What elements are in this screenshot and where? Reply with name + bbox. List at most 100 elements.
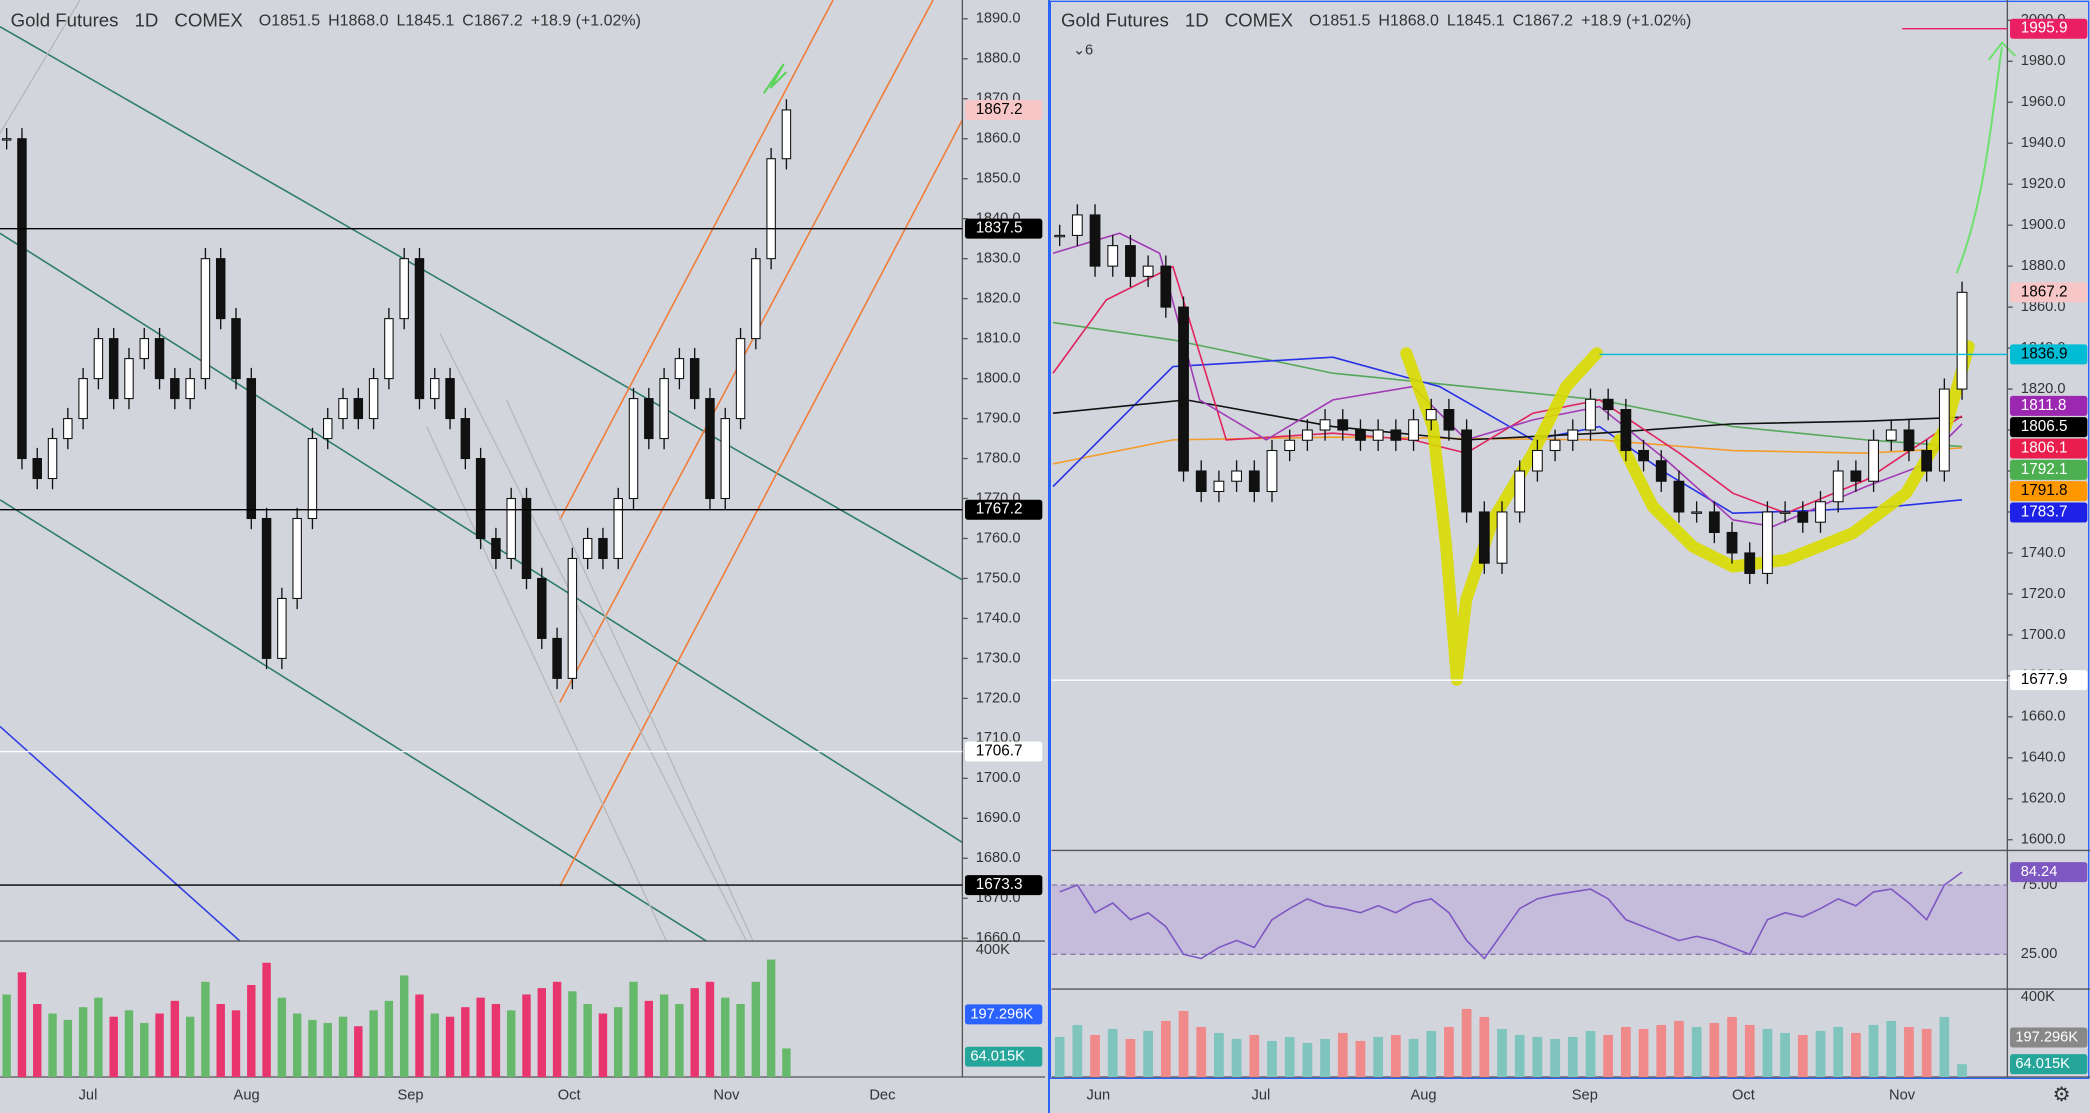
- volume-tag: [2010, 1054, 2088, 1075]
- volume-bar: [1143, 1030, 1153, 1078]
- volume-bar: [2, 994, 11, 1078]
- candle-body: [1408, 419, 1419, 441]
- candle-body: [1284, 439, 1296, 452]
- volume-bar: [552, 981, 562, 1078]
- price-tag-label: 1673.3: [976, 876, 1023, 893]
- candle-body: [414, 258, 425, 400]
- candle-body: [1585, 398, 1596, 431]
- volume-bar: [1797, 1034, 1808, 1078]
- price-tag-label: 1806.1: [2021, 440, 2068, 457]
- volume-bar: [78, 1007, 88, 1078]
- volume-bar: [1497, 1028, 1507, 1078]
- y-tick-label: 1940.0: [2021, 135, 2066, 151]
- candle-body: [445, 378, 455, 420]
- volume-bar: [690, 988, 699, 1078]
- price-tag-label: 1792.1: [2021, 461, 2068, 478]
- candle-body: [1, 138, 12, 141]
- candle-body: [506, 497, 516, 560]
- candle-body: [1142, 265, 1154, 277]
- candle-body: [1567, 429, 1579, 441]
- volume-bar: [1320, 1038, 1330, 1078]
- volume-bar: [1125, 1038, 1136, 1078]
- candle-body: [1266, 449, 1278, 493]
- candle-body: [246, 378, 257, 520]
- y-tick-label: 1960.0: [2021, 94, 2066, 110]
- header-open: O1851.5: [259, 13, 320, 30]
- candle-body: [1620, 409, 1632, 452]
- candle-body: [1779, 511, 1791, 514]
- y-tick-label: 1740.0: [976, 610, 1021, 626]
- candle-body: [705, 398, 715, 500]
- candle-body: [1301, 429, 1313, 441]
- x-tick-label: Aug: [1411, 1088, 1437, 1104]
- header-close: C1867.2: [462, 13, 523, 30]
- price-tag: [965, 99, 1043, 120]
- candle-body: [1390, 429, 1402, 441]
- candle-body: [613, 497, 623, 560]
- header-low: L1845.1: [1447, 13, 1505, 30]
- volume-bar: [1355, 1040, 1366, 1078]
- volume-bar: [1620, 1026, 1631, 1078]
- volume-bar: [644, 1000, 654, 1078]
- volume-bar: [1054, 1036, 1065, 1078]
- volume-bar: [1550, 1038, 1560, 1078]
- header-exchange: COMEX: [174, 9, 243, 30]
- candle-body: [124, 358, 134, 400]
- x-tick-label: Nov: [1889, 1088, 1916, 1104]
- candle-body: [1514, 470, 1526, 513]
- candle-body: [1319, 419, 1331, 431]
- y-tick-label: 1700.0: [2021, 627, 2066, 643]
- candle-body: [567, 557, 578, 679]
- y-tick-label: 1780.0: [976, 450, 1021, 466]
- volume-tag-label: 197.296K: [2015, 1029, 2078, 1045]
- price-tag: [2010, 18, 2088, 39]
- volume-bar: [1426, 1030, 1437, 1078]
- x-tick-label: Sep: [1572, 1088, 1598, 1104]
- y-tick-label: 1640.0: [2021, 750, 2066, 766]
- y-tick-label: 1690.0: [976, 810, 1021, 826]
- volume-bar: [1514, 1034, 1525, 1078]
- settings-icon[interactable]: ⚙: [2053, 1084, 2071, 1106]
- x-tick-label: Jul: [79, 1088, 98, 1104]
- candle-body: [1762, 511, 1773, 574]
- candle-body: [292, 517, 302, 599]
- volume-bar: [1603, 1034, 1614, 1078]
- candle-body: [17, 138, 27, 460]
- y-tick-label: 1850.0: [976, 171, 1021, 187]
- volume-bar: [491, 1004, 501, 1078]
- candle-body: [659, 378, 669, 440]
- y-tick-label: 1660.0: [2021, 709, 2066, 725]
- header-open: O1851.5: [1309, 13, 1370, 30]
- volume-bar: [399, 975, 409, 1078]
- volume-bar: [1249, 1034, 1260, 1078]
- volume-bar: [736, 1004, 745, 1078]
- candle-body: [1337, 419, 1349, 431]
- volume-bar: [629, 981, 638, 1078]
- candle-body: [720, 418, 730, 500]
- price-tag-label: 1767.2: [976, 501, 1023, 518]
- x-tick-label: Oct: [558, 1088, 581, 1104]
- x-tick-label: Jul: [1252, 1088, 1271, 1104]
- volume-bar: [155, 1013, 164, 1078]
- candle-body: [1213, 480, 1225, 493]
- volume-bar: [231, 1010, 241, 1078]
- candle-body: [323, 418, 333, 440]
- y-tick-label: 1790.0: [976, 410, 1021, 426]
- active-panel-border: [1049, 0, 2090, 1079]
- price-tag: [2010, 670, 2088, 691]
- candle-body: [1655, 460, 1667, 482]
- volume-bar: [369, 1010, 378, 1078]
- indicator-count[interactable]: 6: [1085, 43, 1093, 59]
- candle-body: [1178, 306, 1189, 472]
- candle-body: [307, 438, 318, 520]
- collapse-indicators[interactable]: ⌄: [1073, 43, 1085, 59]
- candle-body: [1054, 234, 1066, 238]
- volume-bar: [1957, 1064, 1967, 1078]
- volume-bar: [1196, 1026, 1207, 1078]
- header-interval: 1D: [135, 9, 159, 30]
- volume-bar: [1567, 1036, 1578, 1078]
- header-symbol: Gold Futures: [11, 9, 119, 30]
- volume-bar: [1815, 1030, 1826, 1078]
- y-tick-label: 1600.0: [2021, 832, 2066, 848]
- candle-body: [475, 458, 486, 540]
